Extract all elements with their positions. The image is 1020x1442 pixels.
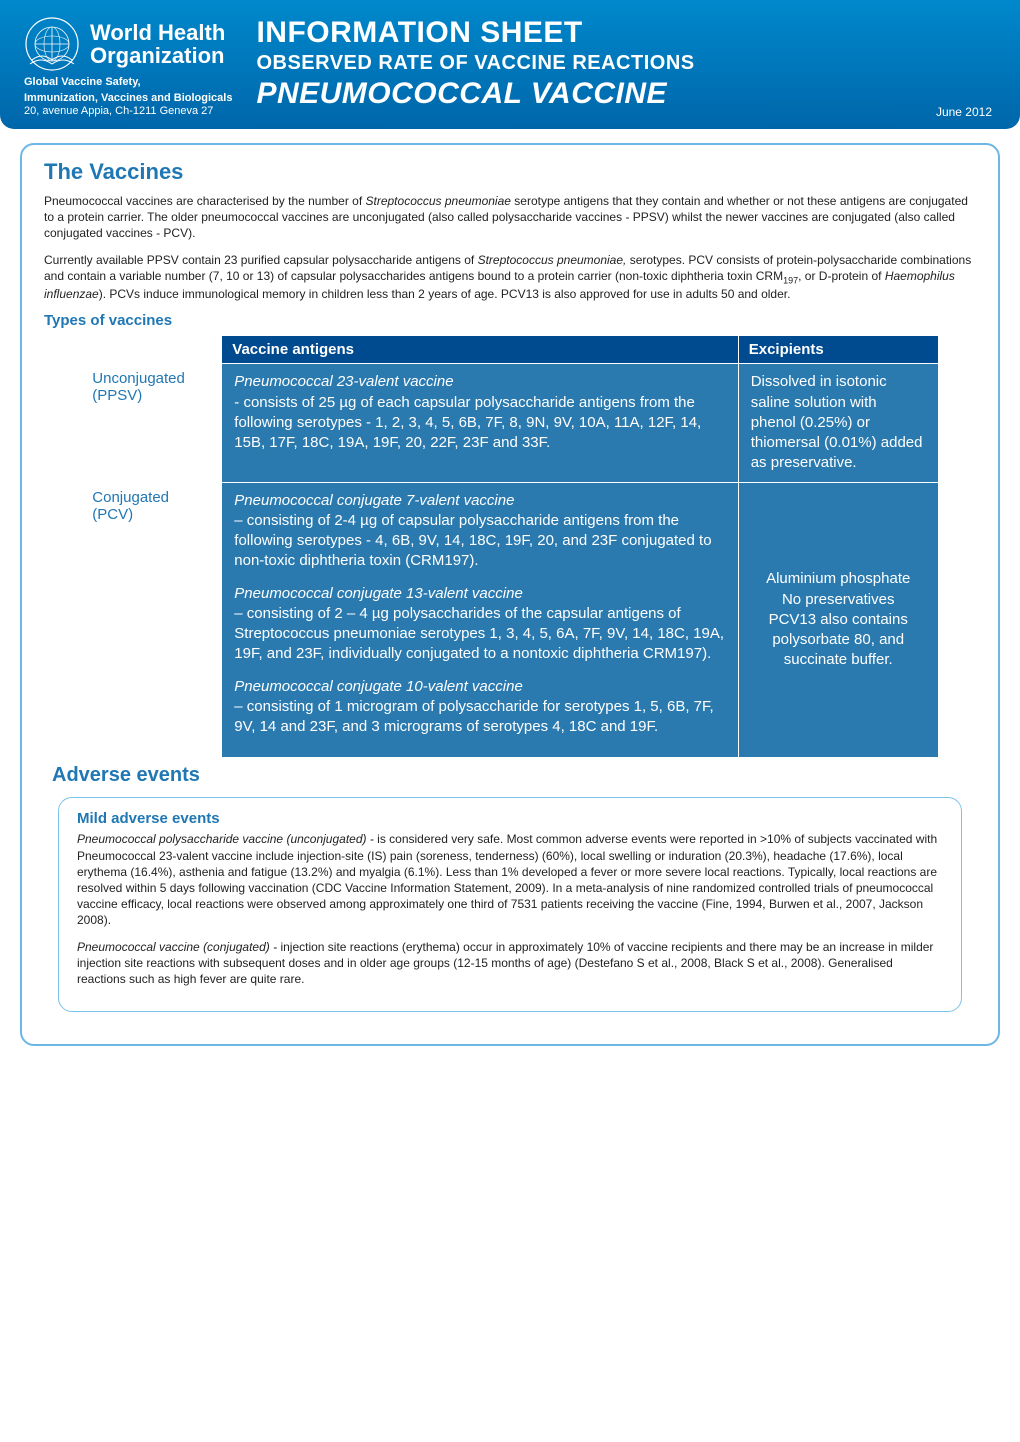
- table-row: Unconjugated (PPSV) Pneumococcal 23-vale…: [82, 364, 938, 482]
- ae-p1-ital: Pneumococcal polysaccharide vaccine (unc…: [77, 832, 377, 846]
- pcv10-body: – consisting of 1 microgram of polysacch…: [234, 697, 725, 738]
- antigens-cell-ppsv: Pneumococcal 23-valent vaccine - consist…: [222, 364, 738, 482]
- title-vaccine: PNEUMOCOCCAL VACCINE: [256, 77, 996, 111]
- excipients-header: Excipients: [738, 336, 938, 364]
- who-text: World Health Organization: [90, 21, 225, 67]
- who-logo-block: World Health Organization: [24, 16, 232, 72]
- title-main: INFORMATION SHEET: [256, 16, 996, 50]
- adverse-para2: Pneumococcal vaccine (conjugated) - inje…: [77, 939, 943, 988]
- para2-c: , or D-protein of: [798, 269, 885, 283]
- header-banner: World Health Organization Global Vaccine…: [0, 0, 1020, 129]
- table-header-row: Vaccine antigens Excipients: [82, 336, 938, 364]
- org-line1: Global Vaccine Safety,: [24, 76, 232, 88]
- vaccines-para1: Pneumococcal vaccines are characterised …: [44, 193, 976, 242]
- org-line2: Immunization, Vaccines and Biologicals: [24, 92, 232, 104]
- who-line2: Organization: [90, 44, 225, 67]
- para1-ital: Streptococcus pneumoniae: [366, 194, 511, 208]
- excipients-cell-pcv: Aluminium phosphate No preservatives PCV…: [738, 482, 938, 758]
- pcv13-title: Pneumococcal conjugate 13-valent vaccine: [234, 584, 725, 604]
- row-label-ppsv: Unconjugated (PPSV): [82, 364, 222, 482]
- para2-d: ). PCVs induce immunological memory in c…: [99, 287, 791, 301]
- header-date: June 2012: [936, 105, 992, 119]
- para2-a: Currently available PPSV contain 23 puri…: [44, 253, 478, 267]
- who-line1: World Health: [90, 21, 225, 44]
- blank-header: [82, 336, 222, 364]
- ae-p1-body: is considered very safe. Most common adv…: [77, 832, 937, 927]
- title-sub: OBSERVED RATE OF VACCINE REACTIONS: [256, 52, 996, 75]
- pcv7-block: Pneumococcal conjugate 7-valent vaccine …: [234, 491, 725, 572]
- vaccines-heading: The Vaccines: [44, 159, 976, 185]
- header-titles: INFORMATION SHEET OBSERVED RATE OF VACCI…: [256, 16, 996, 111]
- pcv7-body: – consisting of 2-4 µg of capsular polys…: [234, 511, 725, 572]
- types-table: Vaccine antigens Excipients Unconjugated…: [81, 335, 938, 758]
- para1-a: Pneumococcal vaccines are characterised …: [44, 194, 366, 208]
- para2-sub: 197: [783, 275, 798, 285]
- antigens-cell-pcv: Pneumococcal conjugate 7-valent vaccine …: [222, 482, 738, 758]
- who-emblem-icon: [24, 16, 80, 72]
- types-heading: Types of vaccines: [44, 312, 976, 329]
- pcv13-block: Pneumococcal conjugate 13-valent vaccine…: [234, 584, 725, 665]
- ppsv-title: Pneumococcal 23-valent vaccine: [234, 372, 725, 392]
- pcv10-title: Pneumococcal conjugate 10-valent vaccine: [234, 677, 725, 697]
- org-addr: 20, avenue Appia, Ch-1211 Geneva 27: [24, 105, 232, 117]
- row-label-pcv: Conjugated (PCV): [82, 482, 222, 758]
- mild-heading: Mild adverse events: [77, 810, 943, 827]
- table-row: Conjugated (PCV) Pneumococcal conjugate …: [82, 482, 938, 758]
- pcv10-block: Pneumococcal conjugate 10-valent vaccine…: [234, 677, 725, 738]
- ae-p2-ital: Pneumococcal vaccine (conjugated) -: [77, 940, 280, 954]
- header-left-block: World Health Organization Global Vaccine…: [24, 16, 232, 117]
- adverse-para1: Pneumococcal polysaccharide vaccine (unc…: [77, 831, 943, 928]
- ppsv-body: - consists of 25 µg of each capsular pol…: [234, 393, 725, 454]
- pcv13-body: – consisting of 2 – 4 µg polysaccharides…: [234, 604, 725, 665]
- vaccines-para2: Currently available PPSV contain 23 puri…: [44, 252, 976, 303]
- pcv7-title: Pneumococcal conjugate 7-valent vaccine: [234, 491, 725, 511]
- content-card: The Vaccines Pneumococcal vaccines are c…: [20, 143, 1000, 1046]
- antigens-header: Vaccine antigens: [222, 336, 738, 364]
- adverse-card: Mild adverse events Pneumococcal polysac…: [58, 797, 962, 1012]
- excipients-cell-ppsv: Dissolved in isotonic saline solution wi…: [738, 364, 938, 482]
- header-top-row: World Health Organization Global Vaccine…: [24, 16, 996, 117]
- para2-ital: Streptococcus pneumoniae,: [478, 253, 627, 267]
- adverse-heading: Adverse events: [52, 764, 976, 787]
